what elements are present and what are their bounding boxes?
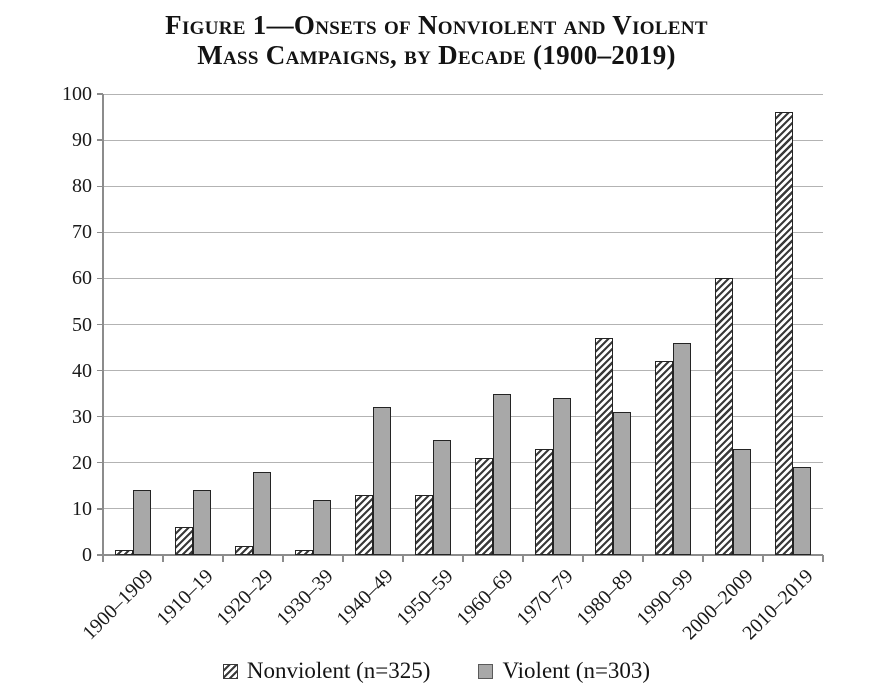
- y-axis-tick-100: [97, 93, 103, 95]
- bar-hatched-1920–29: [235, 545, 253, 555]
- x-axis-tick-6: [462, 555, 464, 562]
- gridline-20: [103, 462, 823, 464]
- y-axis-tick-label-10: 10: [72, 497, 92, 520]
- x-axis-tick-12: [822, 555, 824, 562]
- y-axis-tick-label-40: 40: [72, 359, 92, 382]
- chart-title-line-1: Figure 1—Onsets of Nonviolent and Violen…: [165, 10, 708, 40]
- y-axis-tick-label-60: 60: [72, 267, 92, 290]
- bar-solid-gray-1910–19: [193, 490, 211, 555]
- gridline-90: [103, 139, 823, 141]
- bar-hatched-2010–2019: [775, 112, 793, 555]
- x-axis-tick-5: [402, 555, 404, 562]
- bar-hatched-1910–19: [175, 527, 193, 555]
- legend: Nonviolent (n=325) Violent (n=303): [0, 658, 873, 684]
- x-axis-tick-2: [222, 555, 224, 562]
- y-axis-tick-20: [97, 462, 103, 464]
- bar-solid-gray-1980–89: [613, 412, 631, 555]
- y-axis-tick-label-30: 30: [72, 405, 92, 428]
- bar-hatched-1900–1909: [115, 550, 133, 555]
- y-axis-tick-60: [97, 277, 103, 280]
- x-axis-tick-1: [162, 555, 164, 562]
- bar-solid-gray-1930–39: [313, 499, 331, 555]
- legend-swatch-hatched-icon: [222, 663, 238, 679]
- x-axis-tick-10: [702, 555, 704, 562]
- gridline-50: [103, 324, 823, 325]
- x-axis-label-1900–1909: 1900–1909: [78, 565, 158, 645]
- gridline-80: [103, 185, 823, 187]
- gridline-10: [103, 508, 823, 510]
- y-axis-tick-label-50: 50: [72, 313, 92, 336]
- bar-solid-gray-1900–1909: [133, 490, 151, 555]
- bar-solid-gray-2000–2009: [733, 448, 751, 555]
- bar-hatched-1970–79: [535, 448, 553, 555]
- bar-hatched-1990–99: [655, 361, 673, 555]
- legend-label-solid-gray: Violent (n=303): [502, 658, 651, 683]
- x-axis-tick-0: [102, 555, 104, 562]
- legend-item-solid-gray: Violent (n=303): [478, 658, 650, 684]
- y-axis-tick-50: [97, 323, 103, 326]
- x-axis-tick-4: [342, 555, 344, 562]
- bar-hatched-1960–69: [475, 458, 493, 555]
- chart-title-line-2: Mass Campaigns, by Decade (1900–2019): [197, 40, 676, 71]
- x-axis-label-1940–49: 1940–49: [332, 565, 398, 631]
- bar-hatched-1980–89: [595, 338, 613, 555]
- bar-solid-gray-1990–99: [673, 342, 691, 555]
- x-axis-tick-11: [762, 555, 764, 562]
- x-axis-tick-9: [642, 555, 644, 562]
- y-axis-tick-label-20: 20: [72, 451, 92, 474]
- y-axis-tick-label-0: 0: [82, 544, 92, 566]
- gridline-100: [103, 93, 823, 95]
- y-axis-tick-10: [97, 508, 103, 510]
- x-axis-label-1920–29: 1920–29: [212, 565, 278, 631]
- y-axis-tick-label-70: 70: [72, 221, 92, 244]
- x-axis-label-1950–59: 1950–59: [392, 565, 458, 631]
- bar-hatched-1940–49: [355, 495, 373, 555]
- x-axis-tick-3: [282, 555, 284, 562]
- y-axis-tick-80: [97, 185, 103, 187]
- y-axis-tick-70: [97, 231, 103, 233]
- y-axis-tick-30: [97, 416, 103, 418]
- y-axis-tick-label-100: 100: [62, 83, 92, 105]
- legend-item-hatched: Nonviolent (n=325): [222, 658, 431, 684]
- y-axis-tick-90: [97, 139, 103, 141]
- bar-solid-gray-1950–59: [433, 439, 451, 555]
- y-axis-line: [102, 94, 104, 555]
- chart-title: Figure 1—Onsets of Nonviolent and Violen…: [0, 10, 873, 70]
- bar-solid-gray-1920–29: [253, 472, 271, 555]
- legend-swatch-solid-gray-icon: [478, 663, 494, 679]
- x-axis-tick-8: [582, 555, 584, 562]
- y-axis-tick-label-90: 90: [72, 129, 92, 152]
- gridline-60: [103, 277, 823, 279]
- x-axis-label-1910–19: 1910–19: [152, 565, 218, 631]
- x-axis-label-1960–69: 1960–69: [452, 565, 518, 631]
- x-axis-label-1980–89: 1980–89: [572, 565, 638, 631]
- gridline-40: [103, 370, 823, 372]
- y-axis-tick-40: [97, 369, 103, 372]
- bar-solid-gray-1940–49: [373, 407, 391, 555]
- y-axis-tick-0: [97, 554, 103, 556]
- x-axis-label-1970–79: 1970–79: [512, 565, 578, 631]
- x-axis-line: [103, 554, 823, 556]
- bar-solid-gray-1960–69: [493, 393, 511, 555]
- gridline-70: [103, 231, 823, 233]
- bar-solid-gray-1970–79: [553, 398, 571, 555]
- bar-solid-gray-2010–2019: [793, 467, 811, 555]
- legend-label-hatched: Nonviolent (n=325): [246, 658, 431, 683]
- x-axis-label-1930–39: 1930–39: [272, 565, 338, 631]
- y-axis-tick-label-80: 80: [72, 175, 92, 198]
- bar-hatched-2000–2009: [715, 278, 733, 555]
- x-axis-tick-7: [522, 555, 524, 562]
- bar-hatched-1930–39: [295, 550, 313, 555]
- bar-hatched-1950–59: [415, 495, 433, 555]
- gridline-30: [103, 416, 823, 418]
